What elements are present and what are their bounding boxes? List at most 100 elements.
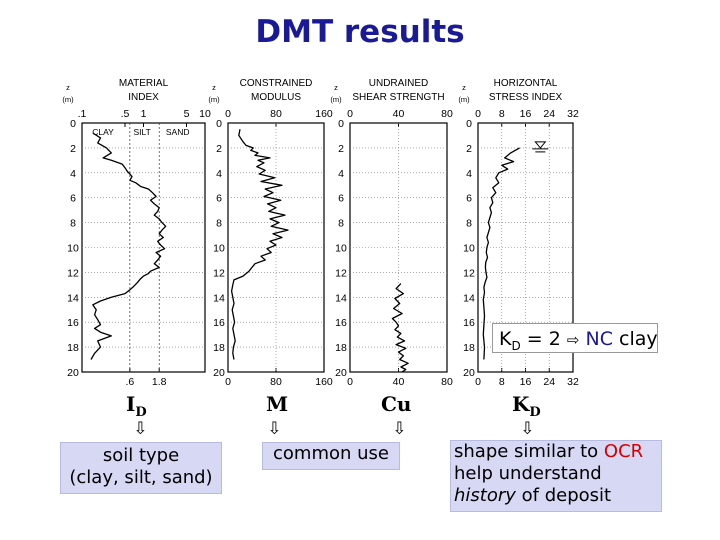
depth-tick-label: 16	[213, 317, 225, 329]
chart-title: CONSTRAINED	[240, 78, 313, 89]
depth-tick-label: 20	[335, 367, 347, 379]
depth-tick-label: 14	[335, 292, 347, 304]
x-top-tick-label: .1	[78, 108, 87, 120]
depth-tick-label: 20	[463, 367, 475, 379]
zone-label: SAND	[166, 127, 190, 137]
z-axis-label: (m)	[330, 95, 342, 104]
depth-tick-label: 4	[338, 168, 344, 180]
z-axis-label: (m)	[62, 95, 74, 104]
depth-tick-label: 10	[335, 243, 347, 255]
depth-tick-label: 6	[216, 193, 222, 205]
x-top-tick-label: .5	[121, 108, 130, 120]
depth-tick-label: 6	[70, 193, 76, 205]
depth-tick-label: 2	[70, 143, 76, 155]
x-bottom-tick-label: 80	[441, 376, 453, 388]
chart-title: STRESS INDEX	[489, 92, 563, 103]
chart-title: HORIZONTAL	[494, 78, 558, 89]
soil-type-note: soil type (clay, silt, sand)	[60, 442, 222, 494]
x-top-tick-label: 0	[475, 108, 481, 120]
x-bottom-tick-label: 0	[225, 376, 231, 388]
slide-title: DMT results	[255, 14, 465, 50]
chart-title: INDEX	[128, 92, 159, 103]
x-top-tick-label: 80	[270, 108, 282, 120]
z-axis-label: z	[66, 83, 70, 92]
z-axis-label: z	[462, 83, 466, 92]
x-bottom-tick-label: .6	[125, 376, 134, 388]
kd-symbol: KD	[512, 392, 541, 420]
depth-tick-label: 8	[216, 218, 222, 230]
water-table-icon	[534, 141, 547, 149]
x-bottom-tick-label: 1.8	[152, 376, 167, 388]
depth-tick-label: 12	[463, 267, 475, 279]
arrow-down-icon: ⇨	[264, 420, 285, 436]
z-axis-label: z	[212, 83, 216, 92]
depth-tick-label: 14	[67, 292, 79, 304]
depth-tick-label: 10	[67, 243, 79, 255]
depth-tick-label: 16	[67, 317, 79, 329]
x-bottom-tick-label: 0	[475, 376, 481, 388]
zone-label: SILT	[133, 127, 150, 137]
depth-tick-label: 0	[216, 118, 222, 130]
depth-tick-label: 8	[338, 218, 344, 230]
depth-tick-label: 4	[216, 168, 222, 180]
depth-tick-label: 16	[463, 317, 475, 329]
depth-tick-label: 4	[466, 168, 472, 180]
x-bottom-tick-label: 8	[499, 376, 505, 388]
x-bottom-tick-label: 80	[270, 376, 282, 388]
depth-tick-label: 14	[213, 292, 225, 304]
x-top-tick-label: 0	[347, 108, 353, 120]
x-top-tick-label: 0	[225, 108, 231, 120]
x-top-tick-label: 10	[199, 108, 211, 120]
depth-tick-label: 8	[466, 218, 472, 230]
arrow-down-icon: ⇨	[130, 420, 151, 436]
chart-title: SHEAR STRENGTH	[352, 92, 444, 103]
depth-tick-label: 0	[338, 118, 344, 130]
depth-tick-label: 18	[67, 342, 79, 354]
depth-tick-label: 6	[466, 193, 472, 205]
depth-tick-label: 6	[338, 193, 344, 205]
cu-symbol: Cu	[381, 392, 412, 416]
depth-tick-label: 10	[463, 243, 475, 255]
depth-tick-label: 12	[213, 267, 225, 279]
x-bottom-tick-label: 0	[347, 376, 353, 388]
series-line	[230, 129, 289, 360]
chart-title: MATERIAL	[119, 78, 169, 89]
depth-tick-label: 20	[67, 367, 79, 379]
depth-tick-label: 2	[466, 143, 472, 155]
x-bottom-tick-label: 32	[567, 376, 579, 388]
zone-label: CLAY	[92, 127, 114, 137]
depth-tick-label: 2	[216, 143, 222, 155]
x-top-tick-label: 160	[315, 108, 333, 120]
arrow-down-icon: ⇨	[389, 420, 410, 436]
depth-tick-label: 14	[463, 292, 475, 304]
x-bottom-tick-label: 16	[520, 376, 532, 388]
depth-tick-label: 8	[70, 218, 76, 230]
depth-tick-label: 18	[463, 342, 475, 354]
x-top-tick-label: 32	[567, 108, 579, 120]
common-use-note: common use	[262, 442, 400, 470]
x-bottom-tick-label: 24	[543, 376, 555, 388]
z-axis-label: z	[334, 83, 338, 92]
series-line	[482, 147, 520, 360]
depth-tick-label: 20	[213, 367, 225, 379]
depth-tick-label: 12	[335, 267, 347, 279]
depth-tick-label: 12	[67, 267, 79, 279]
x-bottom-tick-label: 160	[315, 376, 333, 388]
arrow-down-icon: ⇨	[517, 420, 538, 436]
x-top-tick-label: 16	[520, 108, 532, 120]
z-axis-label: (m)	[208, 95, 220, 104]
depth-tick-label: 16	[335, 317, 347, 329]
depth-tick-label: 10	[213, 243, 225, 255]
series-line	[90, 132, 167, 360]
depth-tick-label: 2	[338, 143, 344, 155]
kd-nc-clay-callout: KD = 2 ⇨ NC clay	[492, 323, 658, 353]
x-top-tick-label: 80	[441, 108, 453, 120]
x-top-tick-label: 5	[184, 108, 190, 120]
x-top-tick-label: 8	[499, 108, 505, 120]
depth-tick-label: 18	[335, 342, 347, 354]
depth-tick-label: 4	[70, 168, 76, 180]
z-axis-label: (m)	[458, 95, 470, 104]
kd-interpretation-note: shape similar to OCR help understand his…	[450, 440, 662, 512]
depth-tick-label: 0	[70, 118, 76, 130]
